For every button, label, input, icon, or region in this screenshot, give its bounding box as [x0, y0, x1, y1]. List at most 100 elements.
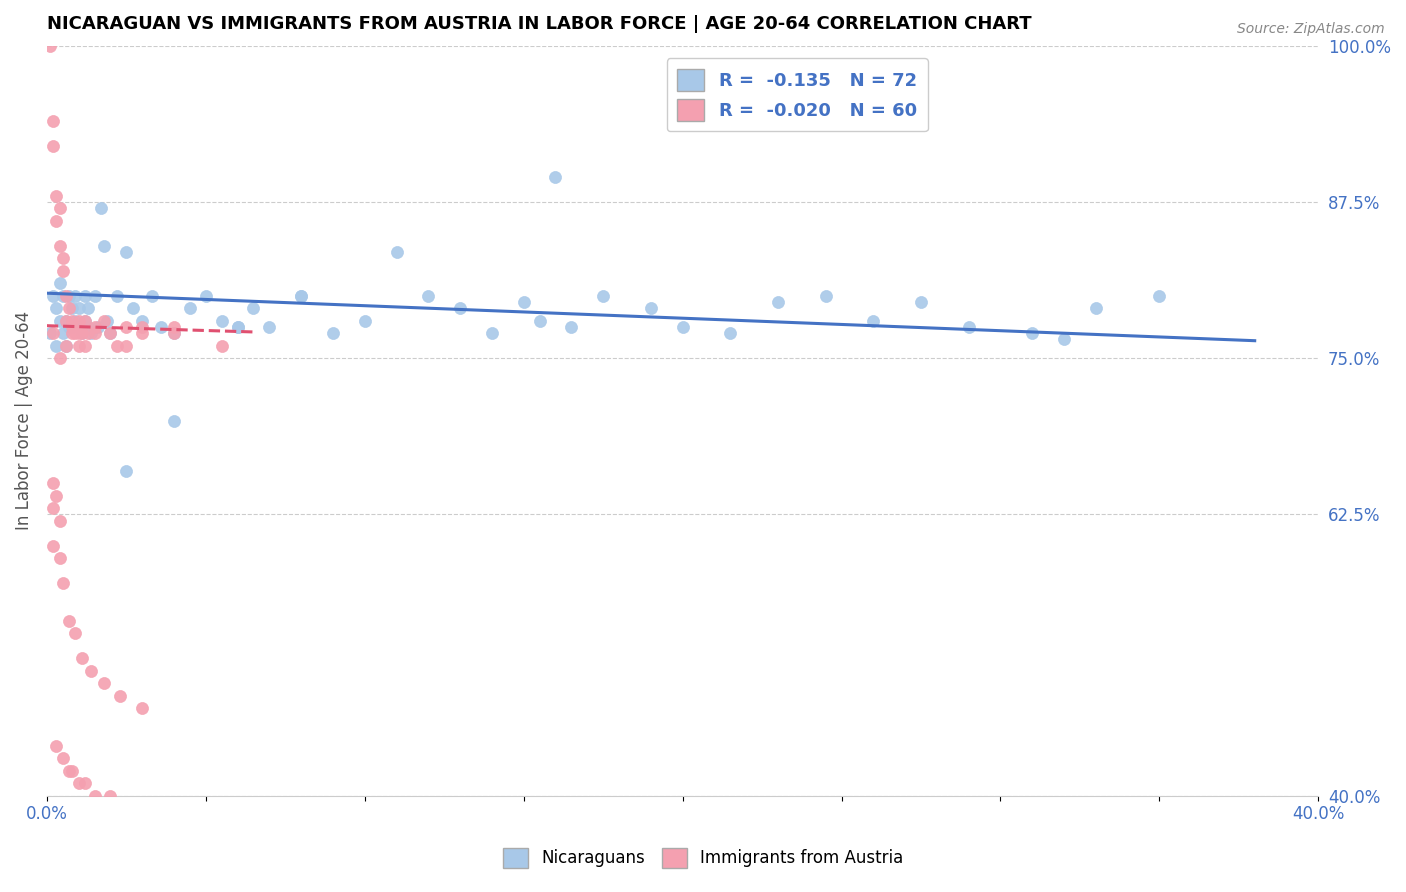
Point: [96, 314, 118, 328]
Point: [73, 776, 96, 790]
Point: [70, 326, 93, 341]
Point: [55, 314, 77, 328]
Point: [58, 614, 80, 628]
Point: [70, 326, 93, 341]
Point: [290, 288, 312, 302]
Point: [1149, 288, 1171, 302]
Point: [259, 320, 281, 334]
Point: [80, 664, 103, 678]
Point: [67, 339, 90, 353]
Point: [322, 326, 344, 341]
Point: [48, 201, 70, 215]
Point: [163, 320, 186, 334]
Point: [83, 326, 105, 341]
Point: [67, 301, 90, 316]
Point: [42, 138, 65, 153]
Point: [65, 314, 87, 328]
Point: [55, 314, 77, 328]
Point: [52, 326, 75, 341]
Point: [150, 320, 173, 334]
Point: [83, 789, 105, 803]
Point: [512, 295, 534, 310]
Point: [131, 320, 153, 334]
Point: [73, 288, 96, 302]
Point: [592, 288, 614, 302]
Point: [560, 320, 582, 334]
Point: [60, 764, 83, 778]
Point: [163, 326, 186, 341]
Point: [55, 339, 77, 353]
Point: [1084, 301, 1107, 316]
Point: [211, 314, 233, 328]
Point: [73, 339, 96, 353]
Y-axis label: In Labor Force | Age 20-64: In Labor Force | Age 20-64: [15, 311, 32, 530]
Point: [226, 320, 249, 334]
Point: [93, 676, 115, 690]
Point: [226, 320, 249, 334]
Point: [67, 776, 90, 790]
Point: [42, 501, 65, 516]
Point: [65, 326, 87, 341]
Point: [73, 314, 96, 328]
Point: [910, 295, 932, 310]
Point: [108, 689, 131, 703]
Point: [105, 339, 128, 353]
Point: [45, 339, 67, 353]
Point: [58, 301, 80, 316]
Point: [52, 751, 75, 765]
Point: [131, 701, 153, 715]
Point: [90, 201, 112, 215]
Point: [163, 414, 186, 428]
Point: [60, 326, 83, 341]
Point: [385, 244, 408, 259]
Point: [481, 326, 503, 341]
Point: [60, 320, 83, 334]
Point: [77, 326, 100, 341]
Point: [121, 301, 143, 316]
Point: [93, 314, 115, 328]
Point: [77, 301, 100, 316]
Point: [48, 238, 70, 252]
Legend: R =  -0.135   N = 72, R =  -0.020   N = 60: R = -0.135 N = 72, R = -0.020 N = 60: [666, 59, 928, 131]
Point: [141, 288, 163, 302]
Point: [131, 314, 153, 328]
Point: [45, 188, 67, 202]
Text: NICARAGUAN VS IMMIGRANTS FROM AUSTRIA IN LABOR FORCE | AGE 20-64 CORRELATION CHA: NICARAGUAN VS IMMIGRANTS FROM AUSTRIA IN…: [46, 15, 1032, 33]
Point: [449, 301, 471, 316]
Point: [60, 301, 83, 316]
Point: [48, 314, 70, 328]
Point: [52, 251, 75, 265]
Point: [55, 288, 77, 302]
Point: [48, 514, 70, 528]
Point: [766, 295, 789, 310]
Point: [83, 288, 105, 302]
Point: [42, 476, 65, 491]
Point: [115, 339, 138, 353]
Point: [87, 320, 110, 334]
Point: [45, 739, 67, 753]
Text: Source: ZipAtlas.com: Source: ZipAtlas.com: [1237, 22, 1385, 37]
Point: [115, 320, 138, 334]
Point: [52, 576, 75, 591]
Point: [48, 276, 70, 290]
Point: [957, 320, 980, 334]
Point: [70, 320, 93, 334]
Point: [242, 301, 264, 316]
Point: [100, 326, 122, 341]
Point: [83, 320, 105, 334]
Legend: Nicaraguans, Immigrants from Austria: Nicaraguans, Immigrants from Austria: [496, 841, 910, 875]
Point: [45, 301, 67, 316]
Point: [131, 326, 153, 341]
Point: [179, 301, 201, 316]
Point: [65, 288, 87, 302]
Point: [100, 789, 122, 803]
Point: [42, 539, 65, 553]
Point: [67, 320, 90, 334]
Point: [58, 288, 80, 302]
Point: [115, 464, 138, 478]
Point: [353, 314, 375, 328]
Point: [42, 288, 65, 302]
Point: [52, 263, 75, 277]
Point: [42, 326, 65, 341]
Point: [418, 288, 440, 302]
